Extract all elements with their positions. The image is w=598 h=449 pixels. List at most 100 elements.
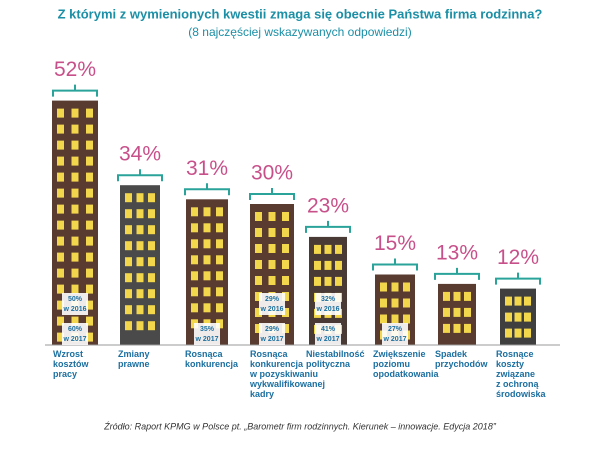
window bbox=[464, 323, 471, 333]
bracket bbox=[434, 267, 480, 280]
window bbox=[136, 273, 144, 283]
chart-subtitle: (8 najczęściej wskazywanych odpowiedzi) bbox=[188, 25, 411, 39]
window bbox=[136, 321, 144, 331]
value-label: 31% bbox=[186, 157, 228, 180]
source: Źródło: Raport KPMG w Polsce pt. „Barome… bbox=[103, 421, 497, 431]
category-label: Rosnące koszty związane z ochroną środowiska bbox=[496, 349, 547, 399]
window bbox=[57, 188, 64, 198]
window bbox=[314, 260, 321, 270]
comparison-year: w 2016 bbox=[260, 306, 284, 313]
window bbox=[453, 291, 461, 301]
window bbox=[464, 307, 471, 317]
comparison-box bbox=[194, 323, 220, 345]
window bbox=[148, 321, 155, 331]
window bbox=[380, 282, 387, 292]
window bbox=[71, 140, 79, 150]
bracket bbox=[249, 188, 295, 200]
window bbox=[125, 241, 132, 251]
window bbox=[86, 188, 93, 198]
window bbox=[191, 207, 198, 217]
window bbox=[125, 273, 132, 283]
comparison-year: w 2017 bbox=[63, 336, 87, 343]
window bbox=[443, 291, 450, 301]
window bbox=[203, 303, 211, 313]
window bbox=[335, 276, 342, 286]
window bbox=[216, 239, 223, 249]
window bbox=[57, 204, 64, 214]
window bbox=[324, 244, 332, 254]
comparison-box bbox=[315, 323, 341, 345]
window bbox=[86, 124, 93, 134]
value-label: 13% bbox=[436, 241, 478, 264]
window bbox=[71, 268, 79, 278]
window bbox=[203, 271, 211, 281]
comparison-year: w 2017 bbox=[195, 336, 219, 343]
window bbox=[57, 236, 64, 246]
window bbox=[125, 321, 132, 331]
window bbox=[71, 172, 79, 182]
window bbox=[524, 328, 531, 338]
window bbox=[57, 172, 64, 182]
window bbox=[216, 271, 223, 281]
window bbox=[255, 212, 262, 221]
window bbox=[268, 260, 276, 269]
window bbox=[86, 236, 93, 246]
window bbox=[514, 296, 522, 306]
window bbox=[282, 260, 289, 269]
window bbox=[136, 305, 144, 315]
bracket bbox=[184, 183, 230, 196]
window bbox=[191, 303, 198, 313]
value-label: 30% bbox=[251, 162, 293, 185]
window bbox=[282, 308, 289, 317]
window bbox=[505, 296, 512, 306]
window bbox=[335, 260, 342, 270]
value-label: 15% bbox=[374, 232, 416, 255]
window bbox=[203, 223, 211, 233]
window bbox=[86, 156, 93, 166]
window bbox=[282, 228, 289, 237]
window bbox=[324, 260, 332, 270]
window bbox=[136, 289, 144, 299]
window bbox=[148, 241, 155, 251]
comparison-value: 60% bbox=[68, 326, 83, 333]
window bbox=[216, 223, 223, 233]
comparison-year: w 2017 bbox=[260, 336, 284, 343]
window bbox=[86, 300, 93, 310]
window bbox=[148, 305, 155, 315]
window bbox=[464, 291, 471, 301]
window bbox=[57, 300, 64, 310]
category-label: Rosnąca konkurencja w pozyskiwaniu wykwalif… bbox=[249, 349, 325, 399]
window bbox=[255, 244, 262, 253]
window bbox=[255, 324, 262, 333]
window bbox=[71, 236, 79, 246]
category-label: Spadek przychodów bbox=[435, 349, 489, 369]
window bbox=[380, 298, 387, 308]
window bbox=[125, 257, 132, 267]
window bbox=[403, 314, 410, 324]
window bbox=[335, 244, 342, 254]
window bbox=[453, 323, 461, 333]
window bbox=[57, 140, 64, 150]
comparison-value: 29% bbox=[265, 326, 280, 333]
window bbox=[203, 207, 211, 217]
comparison-year: w 2017 bbox=[383, 336, 407, 343]
window bbox=[268, 276, 276, 285]
window bbox=[282, 292, 289, 301]
window bbox=[191, 239, 198, 249]
window bbox=[191, 287, 198, 297]
comparison-box bbox=[315, 293, 341, 315]
window bbox=[71, 108, 79, 118]
window bbox=[86, 220, 93, 230]
window bbox=[191, 271, 198, 281]
window bbox=[71, 220, 79, 230]
category-label: Rosnąca konkurencja bbox=[185, 349, 239, 369]
window bbox=[403, 282, 410, 292]
window bbox=[314, 276, 321, 286]
window bbox=[71, 156, 79, 166]
comparison-box bbox=[259, 323, 285, 345]
window bbox=[57, 268, 64, 278]
window bbox=[191, 255, 198, 265]
window bbox=[71, 188, 79, 198]
window bbox=[57, 284, 64, 294]
